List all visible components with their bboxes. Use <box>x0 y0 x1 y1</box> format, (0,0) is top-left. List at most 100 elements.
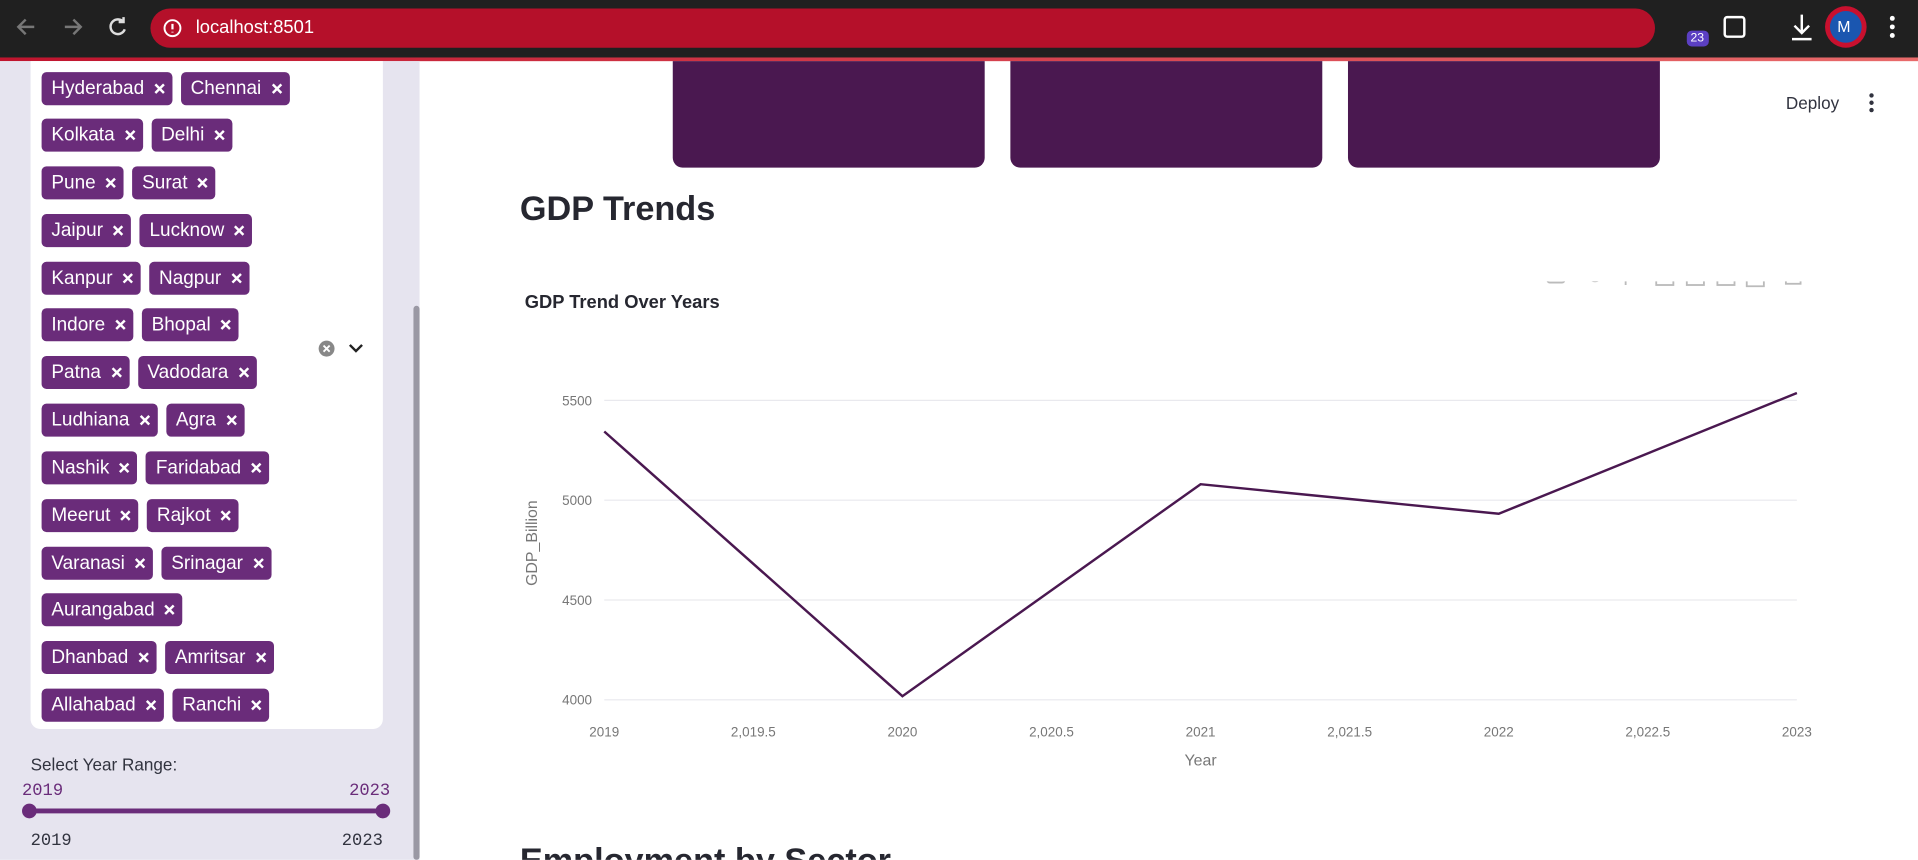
city-tag[interactable]: Vadodara <box>137 355 257 389</box>
section-heading: Employment by Sector <box>520 842 891 860</box>
tag-row: Dhanbad Amritsar <box>41 640 274 674</box>
remove-cross <box>234 225 245 236</box>
city-tag[interactable]: Ranchi <box>172 688 270 722</box>
year-slider[interactable]: 2019 2023 2019 2023 <box>0 771 420 860</box>
city-tag[interactable]: Srinagar <box>161 546 272 580</box>
city-name: Indore <box>51 314 106 336</box>
x-tick-label: 2,019.5 <box>731 724 776 739</box>
city-name: Varanasi <box>51 552 125 574</box>
deploy-button[interactable]: Deploy <box>1785 92 1840 113</box>
city-name: Chennai <box>190 78 262 100</box>
city-tag[interactable]: Jaipur <box>41 214 132 248</box>
city-tag[interactable]: Ludhiana <box>41 403 158 437</box>
remove-cross <box>251 462 262 474</box>
remove-icon[interactable] <box>271 83 282 94</box>
city-tag[interactable]: Rajkot <box>147 499 239 533</box>
remove-icon[interactable] <box>251 462 262 474</box>
remove-icon[interactable] <box>214 130 225 141</box>
city-tag[interactable]: Amritsar <box>165 640 274 674</box>
tag-row: Kanpur Nagpur <box>41 261 250 295</box>
remove-icon[interactable] <box>138 652 149 663</box>
remove-icon[interactable] <box>220 510 232 521</box>
remove-icon[interactable] <box>105 177 117 189</box>
remove-icon[interactable] <box>234 225 245 236</box>
remove-cross <box>220 510 232 521</box>
remove-icon[interactable] <box>253 558 264 569</box>
slider-thumb[interactable] <box>22 803 37 819</box>
city-tag[interactable]: Aurangabad <box>41 593 183 627</box>
remove-cross <box>255 652 266 663</box>
remove-cross <box>119 462 130 474</box>
slider-thumb[interactable] <box>375 803 391 819</box>
city-tag[interactable]: Agra <box>166 403 245 437</box>
chart-title: GDP Trend Over Years <box>525 291 720 312</box>
address-bar[interactable]: localhost:8501 <box>150 8 1656 48</box>
city-tag[interactable]: Kolkata <box>41 118 143 152</box>
remove-icon[interactable] <box>139 415 150 426</box>
x-tick-label: 2,021.5 <box>1327 724 1372 739</box>
city-tag[interactable]: Dhanbad <box>41 640 157 674</box>
remove-icon[interactable] <box>220 319 232 330</box>
slider-value: 2019 <box>22 782 63 801</box>
city-name: Faridabad <box>155 457 242 479</box>
remove-icon[interactable] <box>119 462 130 474</box>
remove-icon[interactable] <box>154 83 165 94</box>
city-tag[interactable]: Indore <box>41 308 134 342</box>
remove-icon[interactable] <box>120 510 131 521</box>
x-tick-label: 2023 <box>1782 724 1812 739</box>
city-name: Bhopal <box>151 314 211 336</box>
y-tick-label: 4000 <box>562 693 592 708</box>
remove-icon[interactable] <box>122 273 133 284</box>
remove-icon[interactable] <box>124 130 136 141</box>
remove-icon[interactable] <box>197 177 208 189</box>
x-tick-label: 2020 <box>887 724 917 739</box>
city-tag[interactable]: Varanasi <box>41 546 153 580</box>
tag-row: Ludhiana Agra <box>41 403 245 437</box>
remove-icon[interactable] <box>255 652 266 663</box>
city-tag[interactable]: Meerut <box>41 499 139 533</box>
remove-icon[interactable] <box>145 700 157 711</box>
city-tag[interactable]: Chennai <box>180 72 290 106</box>
city-tag[interactable]: Nagpur <box>149 261 250 295</box>
remove-icon[interactable] <box>113 225 124 236</box>
remove-icon[interactable] <box>231 273 242 284</box>
city-tag[interactable]: Hyderabad <box>41 72 173 106</box>
city-tag[interactable]: Pune <box>41 166 124 200</box>
city-name: Dhanbad <box>51 647 129 668</box>
city-tag[interactable]: Lucknow <box>139 214 253 248</box>
x-tick-label: 2,020.5 <box>1029 724 1074 739</box>
city-tag[interactable]: Nashik <box>41 451 138 485</box>
city-multiselect[interactable]: Hyderabad Chennai Kolkata Delhi Pune Surat Jai… <box>30 61 383 730</box>
remove-icon[interactable] <box>134 558 146 569</box>
tag-row: Allahabad Ranchi <box>41 688 270 722</box>
scrollbar[interactable] <box>413 305 420 860</box>
city-tag[interactable]: Delhi <box>151 118 233 152</box>
city-tag[interactable]: Faridabad <box>146 451 270 485</box>
city-name: Nashik <box>51 457 110 479</box>
remove-icon[interactable] <box>111 367 122 378</box>
remove-icon[interactable] <box>238 367 249 378</box>
remove-cross <box>238 367 249 378</box>
metric-card <box>1347 61 1660 168</box>
remove-cross <box>124 130 136 141</box>
remove-icon[interactable] <box>164 604 176 615</box>
city-name: Rajkot <box>156 505 211 526</box>
remove-icon[interactable] <box>115 319 126 330</box>
remove-cross <box>231 273 242 284</box>
remove-cross <box>226 415 237 426</box>
tag-row: Patna Vadodara <box>41 355 257 389</box>
city-tag[interactable]: Surat <box>132 166 216 200</box>
city-name: Kanpur <box>51 267 113 289</box>
city-tag[interactable]: Kanpur <box>41 261 141 295</box>
remove-icon[interactable] <box>251 700 262 711</box>
remove-cross <box>139 415 150 426</box>
city-tag[interactable]: Allahabad <box>41 688 164 722</box>
city-tag[interactable]: Patna <box>41 355 130 389</box>
city-tag[interactable]: Bhopal <box>141 308 239 342</box>
main-menu[interactable] <box>1864 91 1879 115</box>
profile-initial[interactable]: M <box>1837 17 1851 36</box>
city-name: Pune <box>51 172 96 194</box>
remove-icon[interactable] <box>226 415 237 426</box>
slider-label: Select Year Range: <box>30 754 178 775</box>
